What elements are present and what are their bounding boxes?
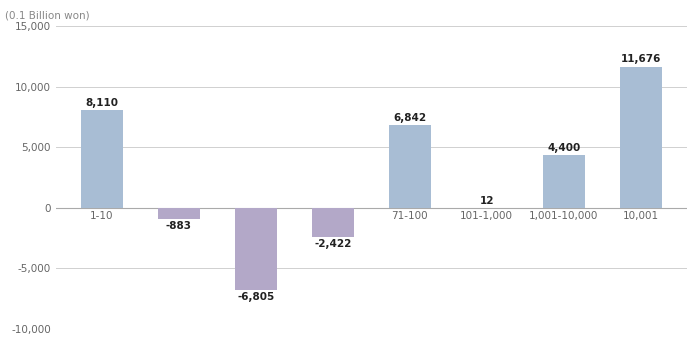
Text: 4,400: 4,400: [547, 143, 580, 153]
Bar: [311, 208, 354, 237]
Bar: [542, 155, 585, 208]
Text: 12: 12: [480, 195, 494, 206]
Text: 8,110: 8,110: [85, 98, 119, 108]
Text: -6,805: -6,805: [237, 292, 274, 302]
Bar: [235, 208, 277, 290]
Bar: [158, 208, 200, 219]
Bar: [389, 125, 431, 208]
Text: -2,422: -2,422: [314, 239, 352, 249]
Bar: [81, 110, 123, 208]
Text: 6,842: 6,842: [393, 113, 426, 123]
Text: 11,676: 11,676: [621, 54, 661, 64]
Text: -883: -883: [166, 221, 192, 231]
Bar: [620, 67, 662, 208]
Text: (0.1 Billion won): (0.1 Billion won): [5, 10, 90, 20]
